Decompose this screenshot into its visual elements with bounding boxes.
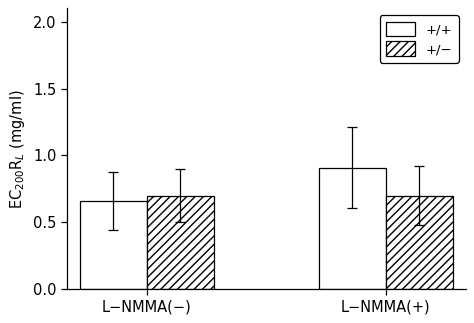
- Bar: [146, 196, 214, 289]
- Legend: +/+, +/−: +/+, +/−: [380, 15, 459, 63]
- Y-axis label: EC$_{200}$R$_L$ (mg/ml): EC$_{200}$R$_L$ (mg/ml): [9, 89, 27, 209]
- Bar: [80, 201, 146, 289]
- Bar: [386, 196, 453, 289]
- Bar: [319, 168, 386, 289]
